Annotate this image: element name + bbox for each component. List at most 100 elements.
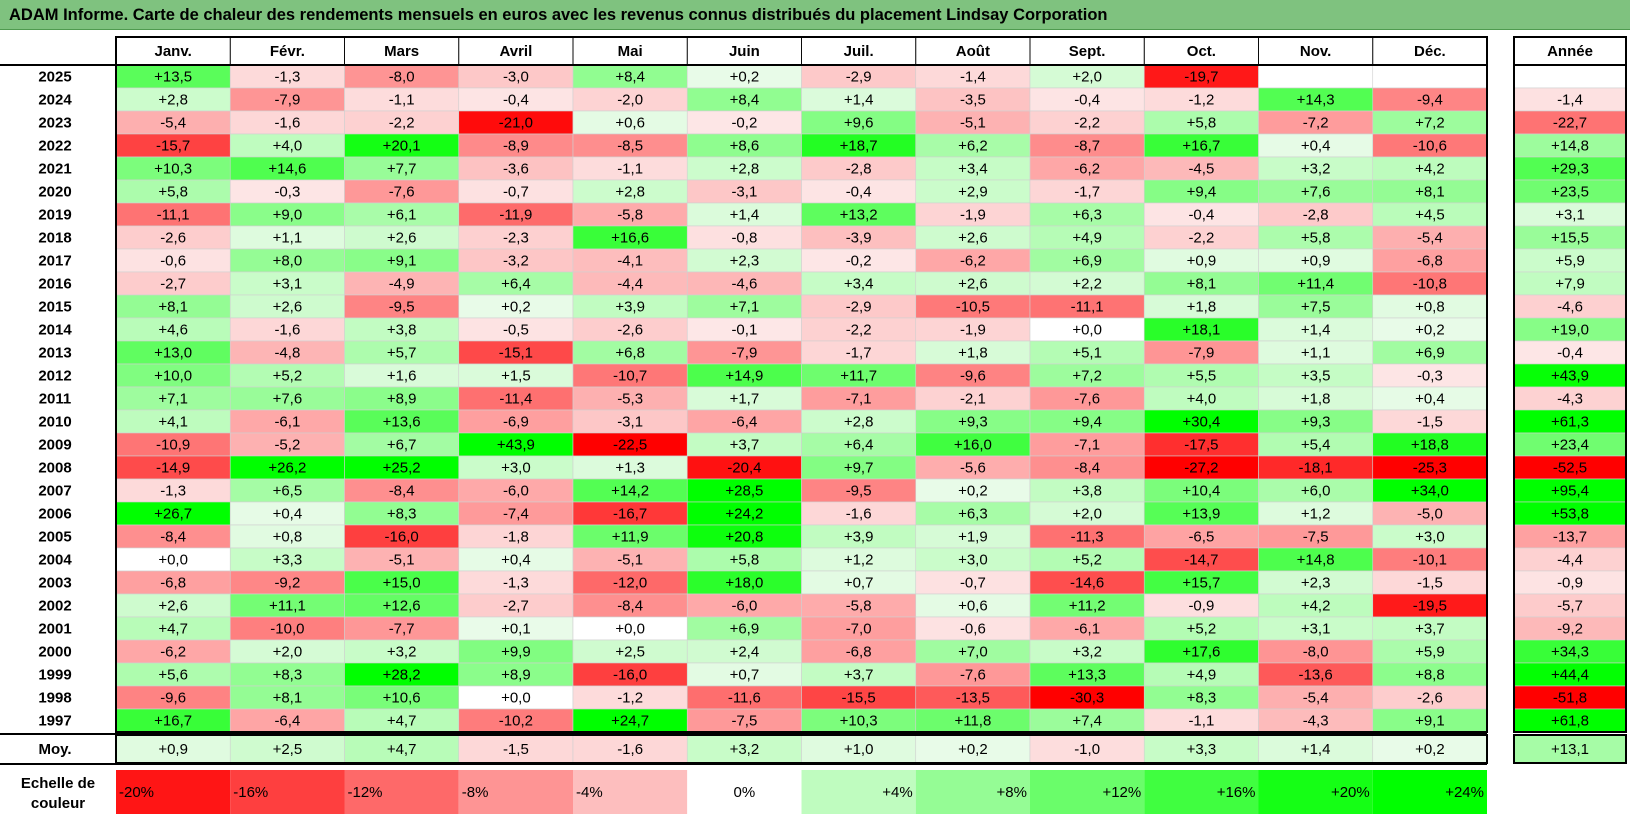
- cell-value: +11,9: [612, 529, 649, 546]
- annual-value: -4,3: [1557, 391, 1583, 408]
- scale-label-line2: couleur: [31, 795, 85, 812]
- cell-value: -1,1: [617, 161, 643, 178]
- cell-value: -9,5: [846, 483, 872, 500]
- cell-value: -1,2: [617, 690, 643, 707]
- cell-value: +10,3: [840, 713, 878, 730]
- cell-value: +6,1: [387, 207, 417, 224]
- cell-value: -1,3: [160, 483, 186, 500]
- cell-value: +15,0: [383, 575, 421, 592]
- annual-value: +15,5: [1551, 230, 1589, 247]
- cell-value: -1,9: [960, 322, 986, 339]
- cell-value: -2,6: [1417, 690, 1443, 707]
- cell-value: +2,6: [958, 230, 988, 247]
- cell-value: -7,4: [503, 506, 529, 523]
- heatmap-cell: [1258, 64, 1374, 89]
- cell-value: +8,1: [1415, 184, 1445, 201]
- cell-value: -7,5: [731, 713, 757, 730]
- annual-value: -0,9: [1557, 575, 1583, 592]
- average-cell: [1029, 734, 1145, 764]
- cell-value: -11,1: [157, 207, 190, 224]
- cell-value: +3,5: [1301, 368, 1331, 385]
- year-label: 2017: [38, 253, 71, 270]
- annual-value: -4,6: [1557, 299, 1583, 316]
- cell-value: +6,9: [1072, 253, 1102, 270]
- cell-value: +0,2: [958, 483, 988, 500]
- cell-value: +0,4: [1415, 391, 1445, 408]
- cell-value: -7,6: [389, 184, 415, 201]
- cell-value: -7,1: [846, 391, 872, 408]
- cell-value: +3,2: [387, 644, 417, 661]
- annual-value: +23,5: [1551, 184, 1589, 201]
- cell-value: +3,2: [1072, 644, 1102, 661]
- annual-value: +34,3: [1551, 644, 1589, 661]
- cell-value: +2,6: [958, 276, 988, 293]
- cell-value: -4,3: [1303, 713, 1329, 730]
- cell-value: +14,6: [268, 161, 306, 178]
- cell-value: -12,0: [613, 575, 647, 592]
- cell-value: -16,0: [613, 667, 647, 684]
- cell-value: +2,8: [615, 184, 645, 201]
- cell-value: -7,0: [846, 621, 872, 638]
- average-value: +1,4: [1301, 741, 1331, 758]
- cell-value: +6,9: [730, 621, 760, 638]
- annual-value: +7,9: [1555, 276, 1585, 293]
- cell-value: -7,9: [731, 345, 757, 362]
- month-header: Avril: [499, 43, 532, 60]
- cell-value: +18,8: [1411, 437, 1449, 454]
- cell-value: +5,8: [1301, 230, 1331, 247]
- cell-value: -4,1: [617, 253, 643, 270]
- cell-value: -27,2: [1184, 460, 1218, 477]
- cell-value: +4,0: [273, 138, 303, 155]
- cell-value: +14,2: [611, 483, 649, 500]
- scale-label: +24%: [1445, 784, 1484, 801]
- cell-value: +7,1: [158, 391, 188, 408]
- cell-value: +1,5: [501, 368, 531, 385]
- cell-value: +6,4: [844, 437, 874, 454]
- cell-value: +0,8: [273, 529, 303, 546]
- cell-value: -9,2: [274, 575, 300, 592]
- cell-value: -6,0: [731, 598, 757, 615]
- annual-value: +53,8: [1551, 506, 1589, 523]
- cell-value: -2,8: [846, 161, 872, 178]
- cell-value: -1,9: [960, 207, 986, 224]
- cell-value: +0,0: [158, 552, 188, 569]
- cell-value: +7,6: [273, 391, 303, 408]
- cell-value: -2,7: [160, 276, 186, 293]
- year-label: 2011: [39, 391, 72, 408]
- cell-value: -2,2: [1188, 230, 1214, 247]
- cell-value: +4,6: [158, 322, 188, 339]
- cell-value: +7,5: [1301, 299, 1331, 316]
- cell-value: +8,1: [273, 690, 303, 707]
- cell-value: -9,6: [960, 368, 986, 385]
- cell-value: -5,8: [617, 207, 643, 224]
- cell-value: -5,1: [960, 115, 986, 132]
- cell-value: -3,1: [617, 414, 643, 431]
- average-annual-cell: [1513, 734, 1627, 764]
- cell-value: -6,2: [960, 253, 986, 270]
- month-header: Déc.: [1414, 43, 1446, 60]
- cell-value: +5,8: [730, 552, 760, 569]
- year-label: 2018: [38, 230, 71, 247]
- cell-value: +18,1: [1182, 322, 1220, 339]
- cell-value: -6,5: [1188, 529, 1214, 546]
- cell-value: +0,0: [501, 690, 531, 707]
- month-header: Janv.: [155, 43, 192, 60]
- cell-value: +8,3: [273, 667, 303, 684]
- year-label: 2024: [38, 92, 72, 109]
- cell-value: -1,3: [503, 575, 529, 592]
- cell-value: +20,1: [383, 138, 421, 155]
- cell-value: -6,1: [274, 414, 300, 431]
- cell-value: +1,4: [730, 207, 760, 224]
- cell-value: -25,3: [1413, 460, 1447, 477]
- cell-value: +7,2: [1415, 115, 1445, 132]
- cell-value: +0,6: [958, 598, 988, 615]
- annual-value: +61,3: [1551, 414, 1589, 431]
- cell-value: -2,2: [1074, 115, 1100, 132]
- scale-label: +16%: [1217, 784, 1256, 801]
- cell-value: -16,7: [613, 506, 647, 523]
- cell-value: +1,9: [958, 529, 988, 546]
- cell-value: +3,1: [1301, 621, 1331, 638]
- cell-value: +4,0: [1187, 391, 1217, 408]
- cell-value: -8,4: [1074, 460, 1100, 477]
- cell-value: +12,6: [383, 598, 421, 615]
